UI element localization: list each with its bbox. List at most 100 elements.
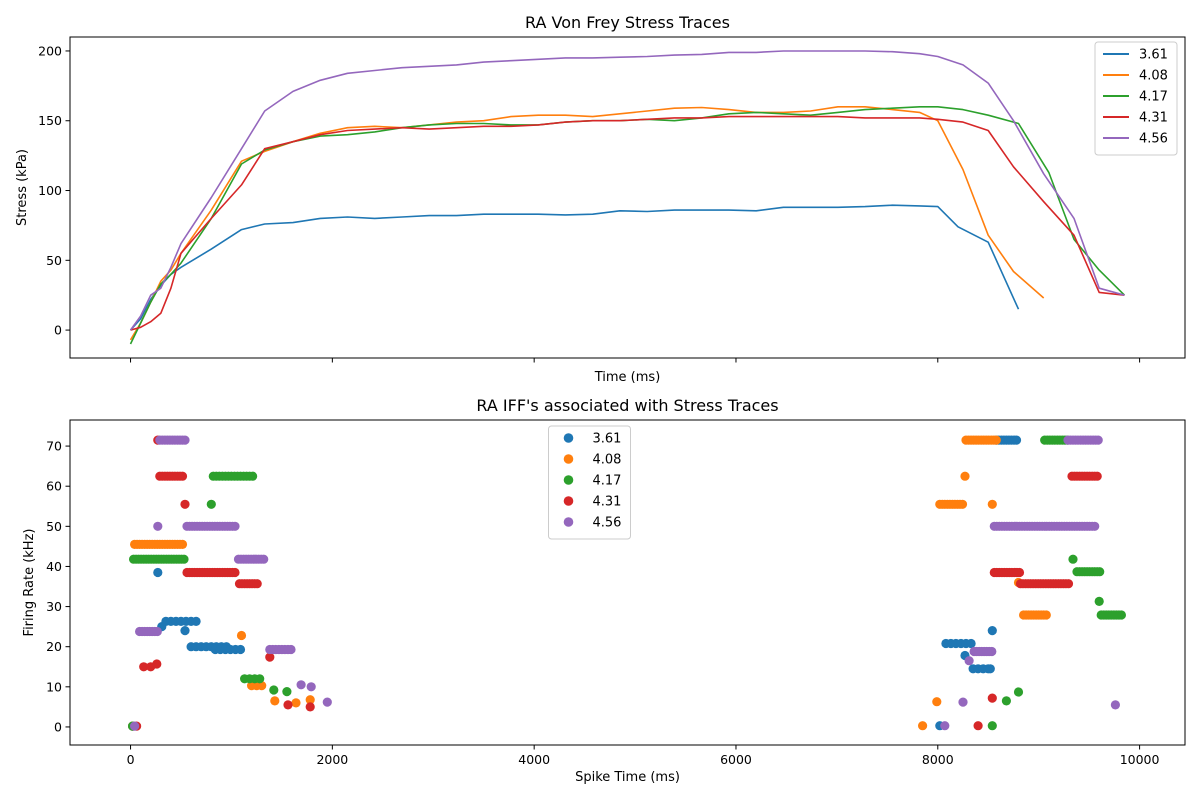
iff-point-4.08 [957, 499, 968, 509]
iff-y-tick-label: 70 [46, 439, 62, 454]
iff-legend-handle [563, 454, 574, 464]
iff-point-4.56 [180, 435, 190, 445]
stress-axes-frame [69, 36, 1186, 359]
iff-point-4.08 [987, 499, 997, 509]
stress-y-tick-label: 100 [38, 183, 62, 198]
iff-point-4.08 [305, 695, 315, 705]
iff-point-4.31 [1063, 579, 1074, 589]
iff-point-4.17 [1116, 610, 1126, 620]
iff-legend-handle [563, 517, 574, 527]
iff-x-tick-label: 0 [127, 752, 135, 767]
iff-point-3.61 [180, 626, 190, 636]
iff-point-4.31 [283, 700, 293, 710]
stress-line-4.56 [129, 50, 1125, 331]
iff-x-tick-label: 4000 [518, 752, 550, 767]
y-axis-label-stress: Stress (kPa) [15, 149, 30, 226]
iff-legend-label: 3.61 [593, 432, 622, 447]
iff-point-4.56 [130, 721, 140, 731]
iff-point-4.17 [206, 499, 216, 509]
iff-legend-label: 4.08 [593, 453, 622, 468]
stress-legend-label: 4.08 [1139, 69, 1168, 84]
iff-point-3.61 [985, 664, 995, 674]
iff-point-3.61 [191, 616, 201, 627]
iff-point-4.31 [973, 721, 983, 731]
iff-plot-area: 0 2000 4000 6000 8000 10000 0 10 20 30 40 50 60 70 3.6… [46, 425, 1160, 767]
iff-point-4.31 [180, 499, 190, 509]
iff-point-4.56 [306, 682, 316, 692]
y-axis-label-iff: Firing Rate (kHz) [22, 529, 37, 637]
iff-chart: RA IFF's associated with Stress Traces S… [22, 396, 1186, 785]
iff-y-tick-label: 50 [46, 519, 62, 534]
x-axis-label-iff: Spike Time (ms) [575, 770, 680, 785]
iff-point-4.17 [1001, 696, 1012, 706]
stress-y-tick-label: 0 [54, 323, 62, 338]
iff-point-4.56 [987, 646, 997, 657]
iff-point-4.08 [960, 471, 970, 481]
iff-point-4.17 [269, 685, 279, 695]
iff-point-4.56 [152, 626, 162, 637]
iff-point-4.31 [177, 471, 188, 481]
iff-legend-label: 4.17 [593, 474, 622, 489]
iff-point-4.31 [1014, 567, 1025, 578]
iff-x-tick-label: 2000 [316, 752, 348, 767]
iff-point-4.17 [1095, 567, 1105, 577]
iff-point-4.31 [987, 693, 997, 703]
stress-y-tick-label: 200 [38, 43, 62, 58]
iff-point-4.56 [296, 680, 306, 690]
iff-point-4.31 [139, 662, 149, 672]
stress-legend-label: 3.61 [1139, 48, 1168, 63]
iff-point-4.17 [255, 674, 265, 684]
stress-legend-label: 4.17 [1139, 90, 1168, 105]
iff-point-4.17 [1013, 687, 1024, 697]
iff-point-4.17 [179, 554, 189, 564]
iff-x-tick-label: 10000 [1120, 752, 1160, 767]
stress-line-4.31 [130, 115, 1125, 331]
iff-point-4.56 [322, 697, 332, 707]
iff-point-4.08 [177, 539, 188, 550]
iff-point-4.08 [991, 435, 1001, 445]
iff-point-3.61 [966, 638, 976, 649]
iff-y-tick-label: 30 [46, 599, 62, 614]
iff-point-3.61 [987, 626, 997, 636]
iff-point-4.56 [940, 721, 950, 731]
iff-y-tick-label: 60 [46, 479, 62, 494]
iff-point-4.31 [252, 579, 262, 589]
iff-point-4.56 [259, 554, 269, 564]
iff-point-4.08 [236, 630, 247, 641]
stress-line-3.61 [129, 204, 1020, 331]
iff-legend-label: 4.31 [593, 495, 622, 510]
iff-x-tick-label: 8000 [922, 752, 954, 767]
iff-point-4.08 [1041, 610, 1051, 620]
iff-x-tick-label: 6000 [720, 752, 752, 767]
iff-legend-label: 4.56 [593, 516, 622, 531]
stress-legend-label: 4.56 [1139, 132, 1168, 147]
iff-point-4.08 [918, 721, 928, 731]
iff-point-4.56 [153, 521, 163, 531]
iff-point-3.61 [235, 644, 246, 655]
chart-title-iff: RA IFF's associated with Stress Traces [476, 396, 778, 415]
iff-point-4.56 [964, 656, 974, 666]
iff-legend-handle [563, 475, 574, 485]
iff-point-4.56 [1093, 435, 1103, 445]
iff-point-4.08 [291, 698, 301, 708]
x-axis-label-stress: Time (ms) [594, 370, 661, 385]
iff-point-4.31 [265, 652, 275, 662]
iff-point-4.56 [286, 644, 296, 655]
iff-y-tick-label: 20 [46, 639, 62, 654]
iff-point-4.31 [1092, 471, 1102, 481]
stress-legend-box [1094, 41, 1178, 156]
stress-legend-label: 4.31 [1139, 111, 1168, 126]
iff-legend-handle [563, 433, 574, 443]
iff-y-tick-label: 40 [46, 559, 62, 574]
iff-point-4.17 [1068, 554, 1078, 564]
iff-point-4.31 [305, 702, 315, 712]
iff-point-4.17 [282, 687, 292, 697]
stress-plot-area: 0 50 100 150 200 3.61 4.08 4.17 4.31 4.56 [38, 41, 1178, 363]
iff-point-4.31 [230, 567, 240, 578]
iff-point-4.08 [270, 696, 280, 706]
iff-point-4.17 [987, 721, 997, 731]
chart-title-stress: RA Von Frey Stress Traces [525, 13, 730, 32]
iff-axes-frame [69, 419, 1186, 746]
stress-traces-chart: RA Von Frey Stress Traces Time (ms) Stre… [15, 13, 1186, 385]
